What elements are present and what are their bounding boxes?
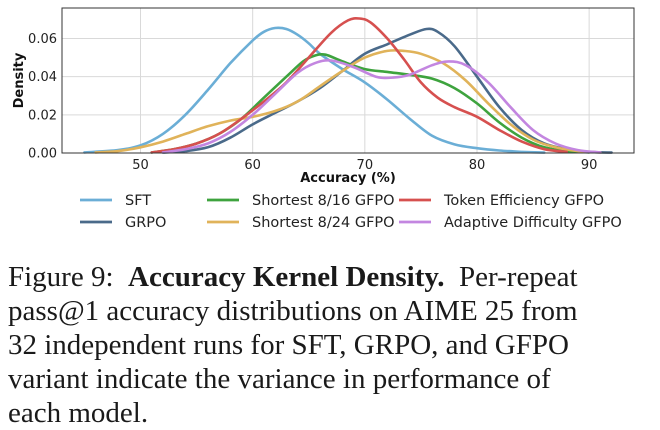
legend-item-2: Shortest 8/16 GFPO bbox=[207, 193, 395, 209]
grid-lines bbox=[62, 8, 634, 154]
series-lines bbox=[83, 17, 613, 154]
caption-line-1-rest: Per-repeat bbox=[459, 261, 578, 293]
caption-line-3: 32 independent runs for SFT, GRPO, and G… bbox=[8, 329, 569, 361]
legend: SFT GRPO Shortest 8/16 GFPO Shortest 8/24 G… bbox=[80, 193, 622, 231]
caption-line-2: pass@1 accuracy distributions on AIME 25… bbox=[8, 295, 578, 327]
series-line-4 bbox=[150, 17, 568, 154]
x-tick-label-4: 90 bbox=[581, 158, 598, 173]
caption-line-1: Figure 9: Accuracy Kernel Density. Per-r… bbox=[8, 260, 656, 294]
series-line-1 bbox=[161, 27, 613, 154]
y-tick-label-2: 0.04 bbox=[28, 70, 57, 85]
caption-line-5: each model. bbox=[8, 397, 149, 429]
series-line-5 bbox=[161, 59, 602, 154]
legend-item-5: Adaptive Difficulty GFPO bbox=[399, 215, 622, 231]
legend-label-2: Shortest 8/16 GFPO bbox=[252, 193, 395, 209]
caption-line-4: variant indicate the variance in perform… bbox=[8, 363, 551, 395]
kde-chart: 50 60 70 80 900.000.020.040.06 Accuracy (%) … bbox=[12, 7, 635, 231]
legend-label-5: Adaptive Difficulty GFPO bbox=[444, 215, 622, 231]
legend-item-4: Token Efficiency GFPO bbox=[399, 193, 604, 209]
y-tick-label-1: 0.02 bbox=[28, 108, 57, 123]
legend-label-4: Token Efficiency GFPO bbox=[443, 193, 604, 209]
x-tick-label-3: 80 bbox=[469, 158, 486, 173]
series-line-0 bbox=[83, 26, 546, 154]
series-line-3 bbox=[94, 49, 602, 154]
caption-prefix: Figure 9: bbox=[8, 261, 114, 293]
y-tick-label-3: 0.06 bbox=[28, 32, 57, 47]
x-tick-label-0: 50 bbox=[132, 158, 149, 173]
plot-frame bbox=[61, 7, 635, 154]
y-axis-title: Density bbox=[12, 52, 27, 108]
y-tick-label-0: 0.00 bbox=[28, 147, 57, 162]
axis-ticks: 50 60 70 80 90 0.00 0.02 0.04 0.06 bbox=[28, 32, 597, 173]
series-line-2 bbox=[150, 53, 591, 154]
x-tick-label-1: 60 bbox=[244, 158, 261, 173]
figure-caption: Figure 9: Accuracy Kernel Density. Per-r… bbox=[8, 260, 656, 430]
legend-item-1: GRPO bbox=[80, 215, 166, 231]
legend-label-0: SFT bbox=[125, 193, 151, 209]
legend-label-1: GRPO bbox=[125, 215, 166, 231]
x-tick-label-2: 70 bbox=[357, 158, 374, 173]
legend-label-3: Shortest 8/24 GFPO bbox=[252, 215, 395, 231]
caption-bold-title: Accuracy Kernel Density. bbox=[128, 261, 445, 293]
legend-item-0: SFT bbox=[80, 193, 151, 209]
legend-item-3: Shortest 8/24 GFPO bbox=[207, 215, 395, 231]
x-axis-title: Accuracy (%) bbox=[300, 171, 396, 186]
